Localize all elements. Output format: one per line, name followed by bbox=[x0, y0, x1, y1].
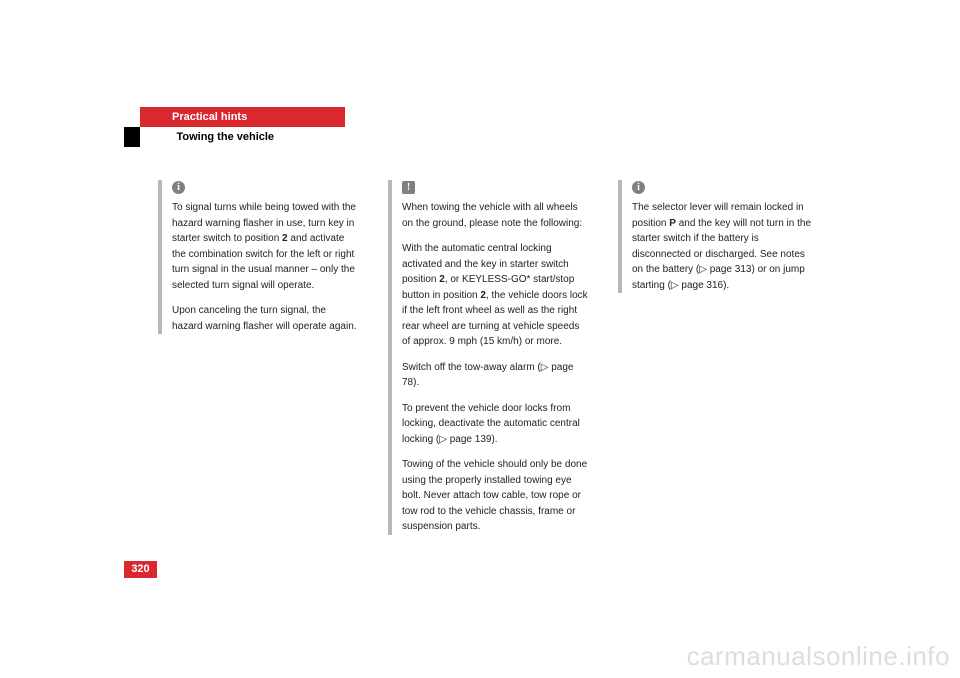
note-paragraph: With the automatic central locking activ… bbox=[402, 241, 588, 350]
caution-note: ! When towing the vehicle with all wheel… bbox=[388, 180, 588, 535]
subsection-title: Towing the vehicle bbox=[144, 127, 274, 147]
page: Practical hints Towing the vehicle i To … bbox=[0, 0, 960, 678]
column-2: ! When towing the vehicle with all wheel… bbox=[388, 180, 588, 535]
info-note-1: i To signal turns while being towed with… bbox=[158, 180, 358, 334]
note-paragraph: When towing the vehicle with all wheels … bbox=[402, 200, 588, 231]
note-paragraph: Towing of the vehicle should only be don… bbox=[402, 457, 588, 535]
page-number: 320 bbox=[124, 561, 157, 578]
info-icon: i bbox=[172, 181, 185, 194]
section-header: Practical hints bbox=[140, 107, 345, 127]
watermark: carmanualsonline.info bbox=[687, 641, 950, 672]
info-note-2: i The selector lever will remain locked … bbox=[618, 180, 818, 293]
note-paragraph: To signal turns while being towed with t… bbox=[172, 200, 358, 293]
column-1: i To signal turns while being towed with… bbox=[158, 180, 358, 535]
info-icon: i bbox=[632, 181, 645, 194]
content-columns: i To signal turns while being towed with… bbox=[158, 180, 818, 535]
caution-icon: ! bbox=[402, 181, 415, 194]
note-paragraph: To prevent the vehicle door locks from l… bbox=[402, 401, 588, 448]
subsection-header: Towing the vehicle bbox=[124, 127, 274, 147]
section-title: Practical hints bbox=[172, 111, 247, 123]
note-paragraph: The selector lever will remain locked in… bbox=[632, 200, 818, 293]
note-paragraph: Upon canceling the turn signal, the haza… bbox=[172, 303, 358, 334]
note-paragraph: Switch off the tow-away alarm (▷ page 78… bbox=[402, 360, 588, 391]
index-marker bbox=[124, 127, 140, 147]
column-3: i The selector lever will remain locked … bbox=[618, 180, 818, 535]
